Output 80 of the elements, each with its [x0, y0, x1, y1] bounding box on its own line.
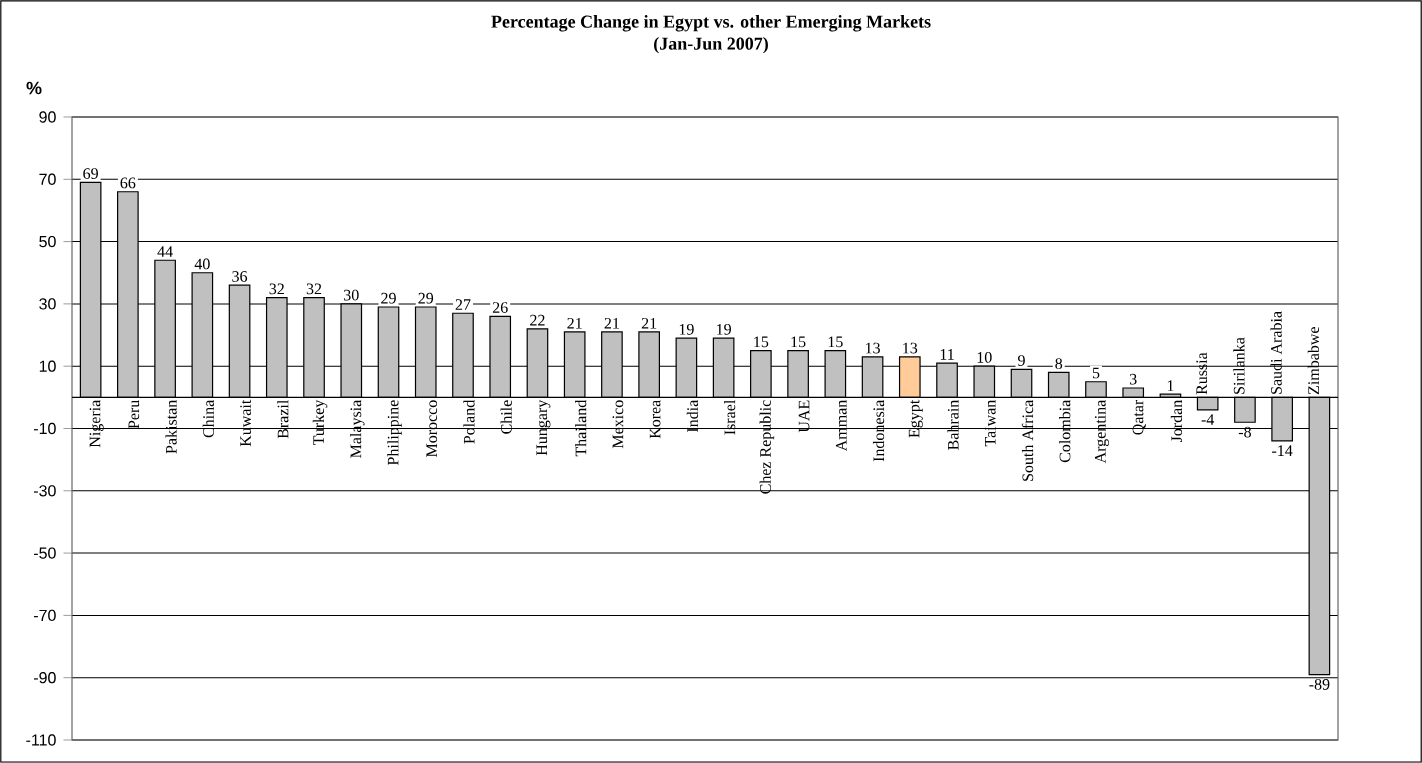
- data-label: 29: [418, 292, 434, 304]
- x-tick-label: Amman: [835, 399, 847, 452]
- data-label: 27: [455, 299, 471, 310]
- data-label: 29: [381, 292, 396, 304]
- data-label: 44: [157, 246, 173, 257]
- x-tick-label: India: [686, 399, 699, 433]
- x-tick-label: Bahrain: [947, 399, 959, 450]
- y-tick-label: -90: [34, 672, 56, 684]
- x-tick-label: Pakistan: [165, 399, 177, 454]
- x-tick-label: Saudi Arabia: [1270, 311, 1282, 394]
- x-tick-label: Jordan: [1170, 399, 1183, 443]
- data-label: 36: [232, 271, 248, 282]
- x-tick-label: Israel: [724, 400, 736, 435]
- x-tick-label: Nigeria: [89, 399, 104, 448]
- y-axis-title: %: [26, 81, 42, 95]
- data-label: 8: [1055, 358, 1063, 370]
- data-label: 19: [679, 323, 694, 335]
- y-tick-label: 90: [39, 111, 56, 123]
- x-tick-label: Brazil: [277, 400, 289, 439]
- x-tick-label: Chile: [500, 400, 512, 434]
- x-tick-label: UAE: [798, 400, 810, 433]
- x-tick-label: Malaysia: [349, 399, 365, 458]
- x-tick-label: Peru: [128, 400, 140, 429]
- data-label: 30: [344, 289, 359, 301]
- x-tick-label: Mexico: [612, 400, 624, 449]
- x-tick-label: Indonesia: [872, 399, 885, 462]
- x-tick-label: Colombia: [1059, 399, 1071, 463]
- data-label: 21: [641, 317, 657, 329]
- y-tick-label: -70: [34, 609, 56, 622]
- data-label: 22: [530, 314, 545, 326]
- x-tick-label: Korea: [649, 399, 661, 439]
- x-tick-label: South Africa: [1021, 399, 1034, 481]
- x-tick-label: Qatar: [1132, 399, 1146, 435]
- data-label: 21: [567, 317, 582, 329]
- y-tick-label: 30: [39, 298, 56, 310]
- data-label: 10: [977, 351, 992, 363]
- y-tick-label: -30: [34, 485, 56, 497]
- x-tick-label: Turkey: [312, 399, 328, 446]
- data-label: 3: [1129, 373, 1137, 385]
- x-tick-label: Poland: [463, 399, 475, 444]
- x-tick-label: Argentina: [1094, 399, 1109, 464]
- data-label: 13: [903, 342, 918, 354]
- x-tick-label: Hungary: [536, 399, 551, 456]
- y-tick-label: -10: [34, 422, 56, 435]
- data-label: 5: [1092, 367, 1100, 379]
- data-label: 13: [865, 342, 880, 354]
- data-label: 66: [120, 177, 136, 189]
- data-label: 15: [791, 336, 806, 348]
- data-label: 21: [604, 317, 619, 329]
- y-tick-label: 10: [39, 360, 56, 372]
- x-tick-label: Egypt: [908, 399, 923, 438]
- x-tick-label: Russia: [1196, 352, 1208, 395]
- x-tick-label: Zimbabwe: [1307, 327, 1320, 395]
- x-tick-label: Morocco: [426, 400, 438, 458]
- data-label: 32: [306, 283, 322, 295]
- data-label: 69: [83, 168, 98, 179]
- data-label: -89: [1309, 678, 1330, 690]
- data-label: 1: [1167, 380, 1174, 391]
- data-label: 9: [1018, 355, 1025, 366]
- x-tick-label: Thailand: [575, 399, 587, 457]
- data-label: 15: [828, 336, 843, 348]
- chart-subtitle: (Jan-Jun 2007): [654, 37, 768, 54]
- y-tick-label: 70: [39, 173, 56, 185]
- data-label: 32: [269, 283, 284, 295]
- data-label: 26: [492, 302, 508, 313]
- data-label: 19: [717, 323, 731, 335]
- chart-title: Percentage Change in Egypt vs. other Emerging Markets: [491, 15, 931, 32]
- y-tick-label: -50: [34, 547, 56, 559]
- y-tick-label: -110: [26, 734, 56, 746]
- x-tick-label: Chez Republic: [759, 400, 775, 494]
- data-label: -4: [1201, 414, 1215, 425]
- x-tick-label: Philippine: [387, 400, 402, 466]
- x-tick-label: China: [202, 399, 214, 438]
- data-label: 15: [754, 336, 769, 348]
- data-label: 40: [194, 258, 210, 270]
- x-tick-label: Kuwait: [240, 399, 251, 447]
- y-tick-label: 50: [39, 235, 56, 248]
- x-tick-label: Sirilanka: [1233, 337, 1245, 394]
- data-label: -14: [1272, 445, 1293, 456]
- data-label: 11: [940, 349, 954, 360]
